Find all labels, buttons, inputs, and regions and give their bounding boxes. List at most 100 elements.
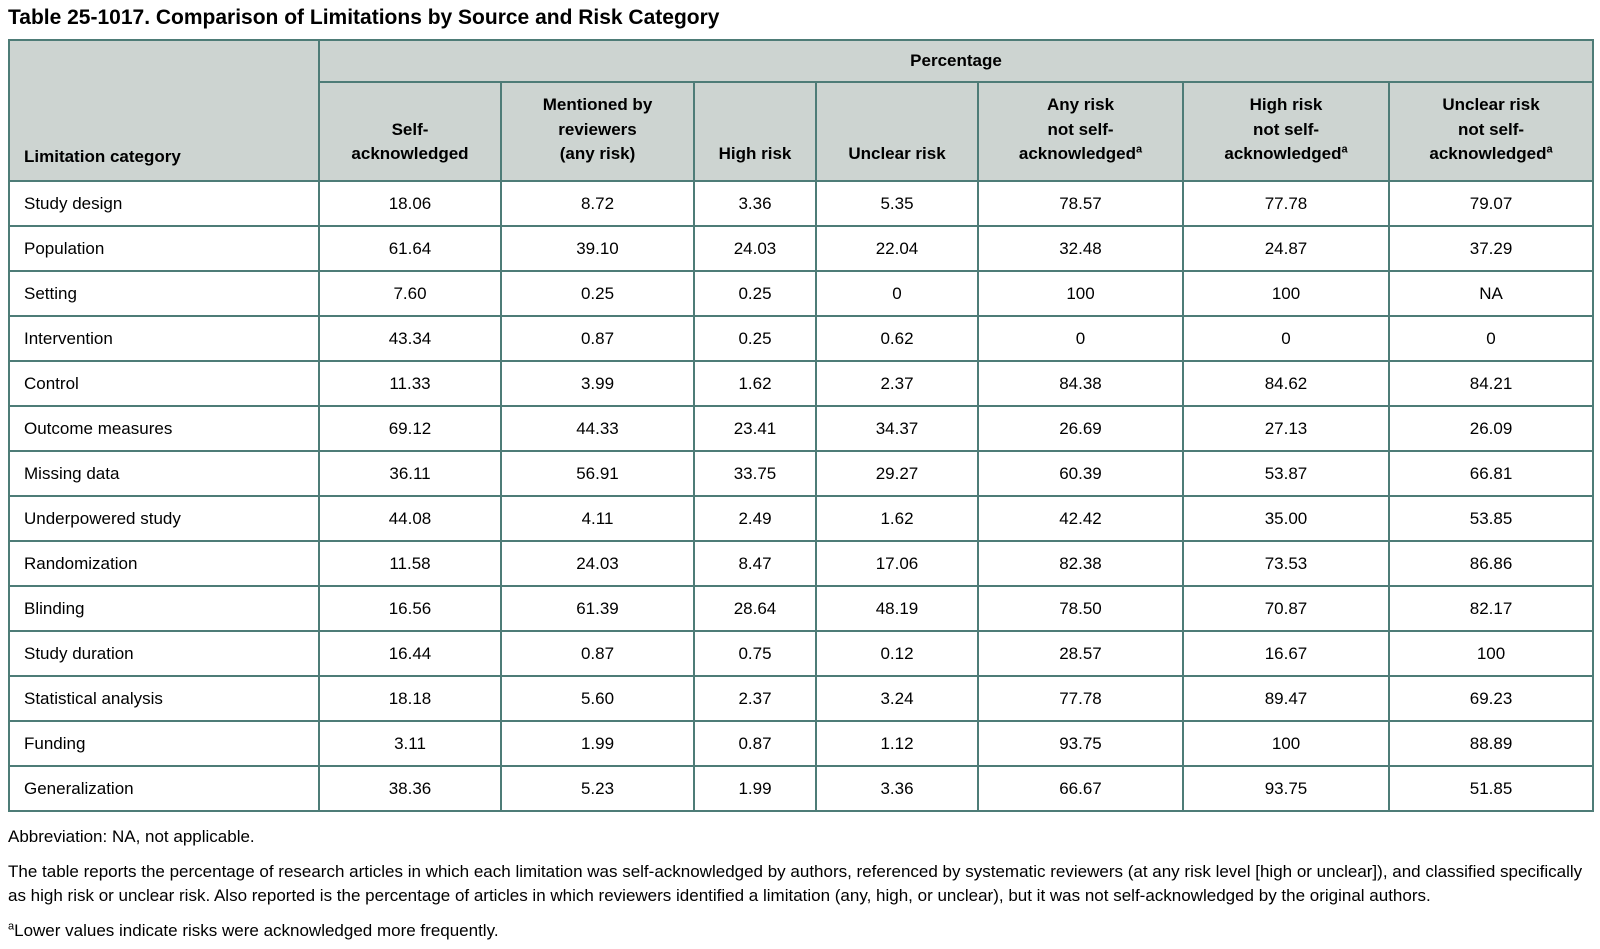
value-cell: 84.21 xyxy=(1387,360,1595,407)
value-cell: 69.12 xyxy=(318,405,502,452)
value-cell: 0.62 xyxy=(815,315,979,362)
value-cell: 11.58 xyxy=(318,540,502,587)
value-cell: 78.57 xyxy=(977,180,1184,227)
value-cell: 77.78 xyxy=(977,675,1184,722)
row-category-cell: Statistical analysis xyxy=(8,675,320,722)
value-cell: 24.87 xyxy=(1182,225,1390,272)
value-cell: 1.12 xyxy=(815,720,979,767)
value-cell: 37.29 xyxy=(1387,225,1595,272)
footnotes: Abbreviation: NA, not applicable. The ta… xyxy=(8,825,1592,944)
value-cell: 39.10 xyxy=(500,225,695,272)
column-header-self-acknowledged: Self-acknowledged xyxy=(318,81,502,182)
value-cell: 17.06 xyxy=(815,540,979,587)
table-header: Limitation category Percentage Self-ackn… xyxy=(8,39,1595,182)
value-cell: 16.56 xyxy=(318,585,502,632)
value-cell: 66.81 xyxy=(1387,450,1595,497)
table-row: Funding 3.11 1.99 0.87 1.12 93.75 100 88.89 xyxy=(8,720,1595,767)
value-cell: 28.64 xyxy=(693,585,817,632)
row-category-cell: Underpowered study xyxy=(8,495,320,542)
column-header-high-risk-not-self-acknowledged: High risk not self-acknowledgeda xyxy=(1182,81,1390,182)
value-cell: 32.48 xyxy=(977,225,1184,272)
value-cell: 1.62 xyxy=(815,495,979,542)
value-cell: 0.25 xyxy=(693,315,817,362)
column-header-unclear-risk: Unclear risk xyxy=(815,81,979,182)
footnote-marker: a xyxy=(1546,143,1553,156)
row-category-cell: Missing data xyxy=(8,450,320,497)
abbreviation-note: Abbreviation: NA, not applicable. xyxy=(8,827,255,846)
row-category-cell: Outcome measures xyxy=(8,405,320,452)
value-cell: 100 xyxy=(1182,720,1390,767)
value-cell: 5.23 xyxy=(500,765,695,812)
value-cell: 33.75 xyxy=(693,450,817,497)
row-category-cell: Intervention xyxy=(8,315,320,362)
column-header-limitation-category: Limitation category xyxy=(8,39,320,182)
value-cell: 5.35 xyxy=(815,180,979,227)
value-cell: 78.50 xyxy=(977,585,1184,632)
footnote-marker: a xyxy=(1136,143,1143,156)
limitations-table: Limitation category Percentage Self-ackn… xyxy=(8,39,1595,812)
value-cell: 100 xyxy=(977,270,1184,317)
value-cell: 26.09 xyxy=(1387,405,1595,452)
value-cell: 43.34 xyxy=(318,315,502,362)
value-cell: 70.87 xyxy=(1182,585,1390,632)
value-cell: 2.37 xyxy=(693,675,817,722)
value-cell: 73.53 xyxy=(1182,540,1390,587)
column-header-high-risk: High risk xyxy=(693,81,817,182)
row-category-cell: Blinding xyxy=(8,585,320,632)
value-cell: 89.47 xyxy=(1182,675,1390,722)
value-cell: 0.25 xyxy=(693,270,817,317)
value-cell: 3.11 xyxy=(318,720,502,767)
value-cell: 24.03 xyxy=(693,225,817,272)
value-cell: 34.37 xyxy=(815,405,979,452)
value-cell: 79.07 xyxy=(1387,180,1595,227)
value-cell: 84.38 xyxy=(977,360,1184,407)
value-cell: 0 xyxy=(1182,315,1390,362)
value-cell: 3.36 xyxy=(815,765,979,812)
row-category-cell: Study duration xyxy=(8,630,320,677)
table-body: Study design 18.06 8.72 3.36 5.35 78.57 77.78 7… xyxy=(8,180,1595,812)
footnote-a-text: Lower values indicate risks were acknowl… xyxy=(14,921,499,941)
value-cell: 8.72 xyxy=(500,180,695,227)
value-cell: 66.67 xyxy=(977,765,1184,812)
value-cell: 27.13 xyxy=(1182,405,1390,452)
value-cell: 100 xyxy=(1387,630,1595,677)
value-cell: 36.11 xyxy=(318,450,502,497)
value-cell: 28.57 xyxy=(977,630,1184,677)
value-cell: 24.03 xyxy=(500,540,695,587)
footnote-marker: a xyxy=(1341,143,1348,156)
row-category-cell: Study design xyxy=(8,180,320,227)
value-cell: 93.75 xyxy=(977,720,1184,767)
table-description-note: The table reports the percentage of rese… xyxy=(8,862,1583,906)
value-cell: 35.00 xyxy=(1182,495,1390,542)
value-cell: 82.38 xyxy=(977,540,1184,587)
table-row: Setting 7.60 0.25 0.25 0 100 100 NA xyxy=(8,270,1595,317)
value-cell: NA xyxy=(1387,270,1595,317)
row-category-cell: Funding xyxy=(8,720,320,767)
value-cell: 18.18 xyxy=(318,675,502,722)
table-title: Table 25-1017. Comparison of Limitations… xyxy=(8,6,720,29)
value-cell: 0.75 xyxy=(693,630,817,677)
table-row: Intervention 43.34 0.87 0.25 0.62 0 0 0 xyxy=(8,315,1595,362)
value-cell: 88.89 xyxy=(1387,720,1595,767)
value-cell: 3.24 xyxy=(815,675,979,722)
value-cell: 82.17 xyxy=(1387,585,1595,632)
row-category-cell: Randomization xyxy=(8,540,320,587)
value-cell: 3.99 xyxy=(500,360,695,407)
value-cell: 0.25 xyxy=(500,270,695,317)
row-category-cell: Control xyxy=(8,360,320,407)
value-cell: 0 xyxy=(1387,315,1595,362)
value-cell: 8.47 xyxy=(693,540,817,587)
value-cell: 60.39 xyxy=(977,450,1184,497)
value-cell: 42.42 xyxy=(977,495,1184,542)
column-header-unclear-risk-not-self-acknowledged: Unclear risk not self-acknowledgeda xyxy=(1387,81,1595,182)
value-cell: 44.33 xyxy=(500,405,695,452)
value-cell: 5.60 xyxy=(500,675,695,722)
value-cell: 16.67 xyxy=(1182,630,1390,677)
value-cell: 1.62 xyxy=(693,360,817,407)
table-row: Randomization 11.58 24.03 8.47 17.06 82.38 73.… xyxy=(8,540,1595,587)
value-cell: 53.85 xyxy=(1387,495,1595,542)
value-cell: 61.64 xyxy=(318,225,502,272)
table-row: Generalization 38.36 5.23 1.99 3.36 66.67 93.7… xyxy=(8,765,1595,812)
value-cell: 48.19 xyxy=(815,585,979,632)
